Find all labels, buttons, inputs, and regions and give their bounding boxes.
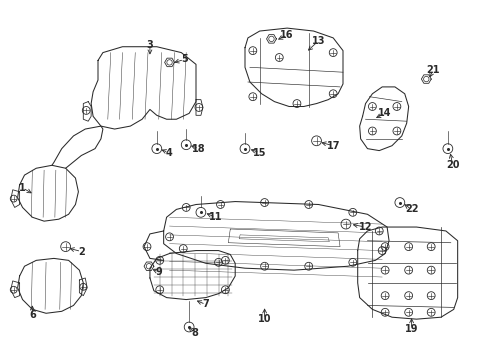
Text: 19: 19 (405, 324, 418, 334)
Text: 8: 8 (192, 328, 198, 338)
Text: 10: 10 (258, 314, 271, 324)
Text: 4: 4 (165, 148, 172, 158)
Text: 3: 3 (147, 40, 153, 50)
Text: 9: 9 (155, 267, 162, 277)
Text: 20: 20 (446, 160, 460, 170)
Text: 11: 11 (209, 212, 222, 222)
Text: 16: 16 (280, 30, 294, 40)
Text: 7: 7 (202, 300, 209, 310)
Text: 13: 13 (312, 36, 325, 46)
Text: 6: 6 (29, 310, 36, 320)
Text: 2: 2 (78, 247, 85, 257)
Text: 17: 17 (326, 141, 340, 151)
Text: 14: 14 (378, 108, 392, 118)
Text: 21: 21 (426, 65, 440, 75)
Text: 15: 15 (253, 148, 267, 158)
Text: 1: 1 (19, 183, 26, 193)
Text: 5: 5 (181, 54, 188, 64)
Text: 18: 18 (192, 144, 206, 154)
Text: 22: 22 (405, 204, 418, 215)
Text: 12: 12 (359, 222, 372, 232)
